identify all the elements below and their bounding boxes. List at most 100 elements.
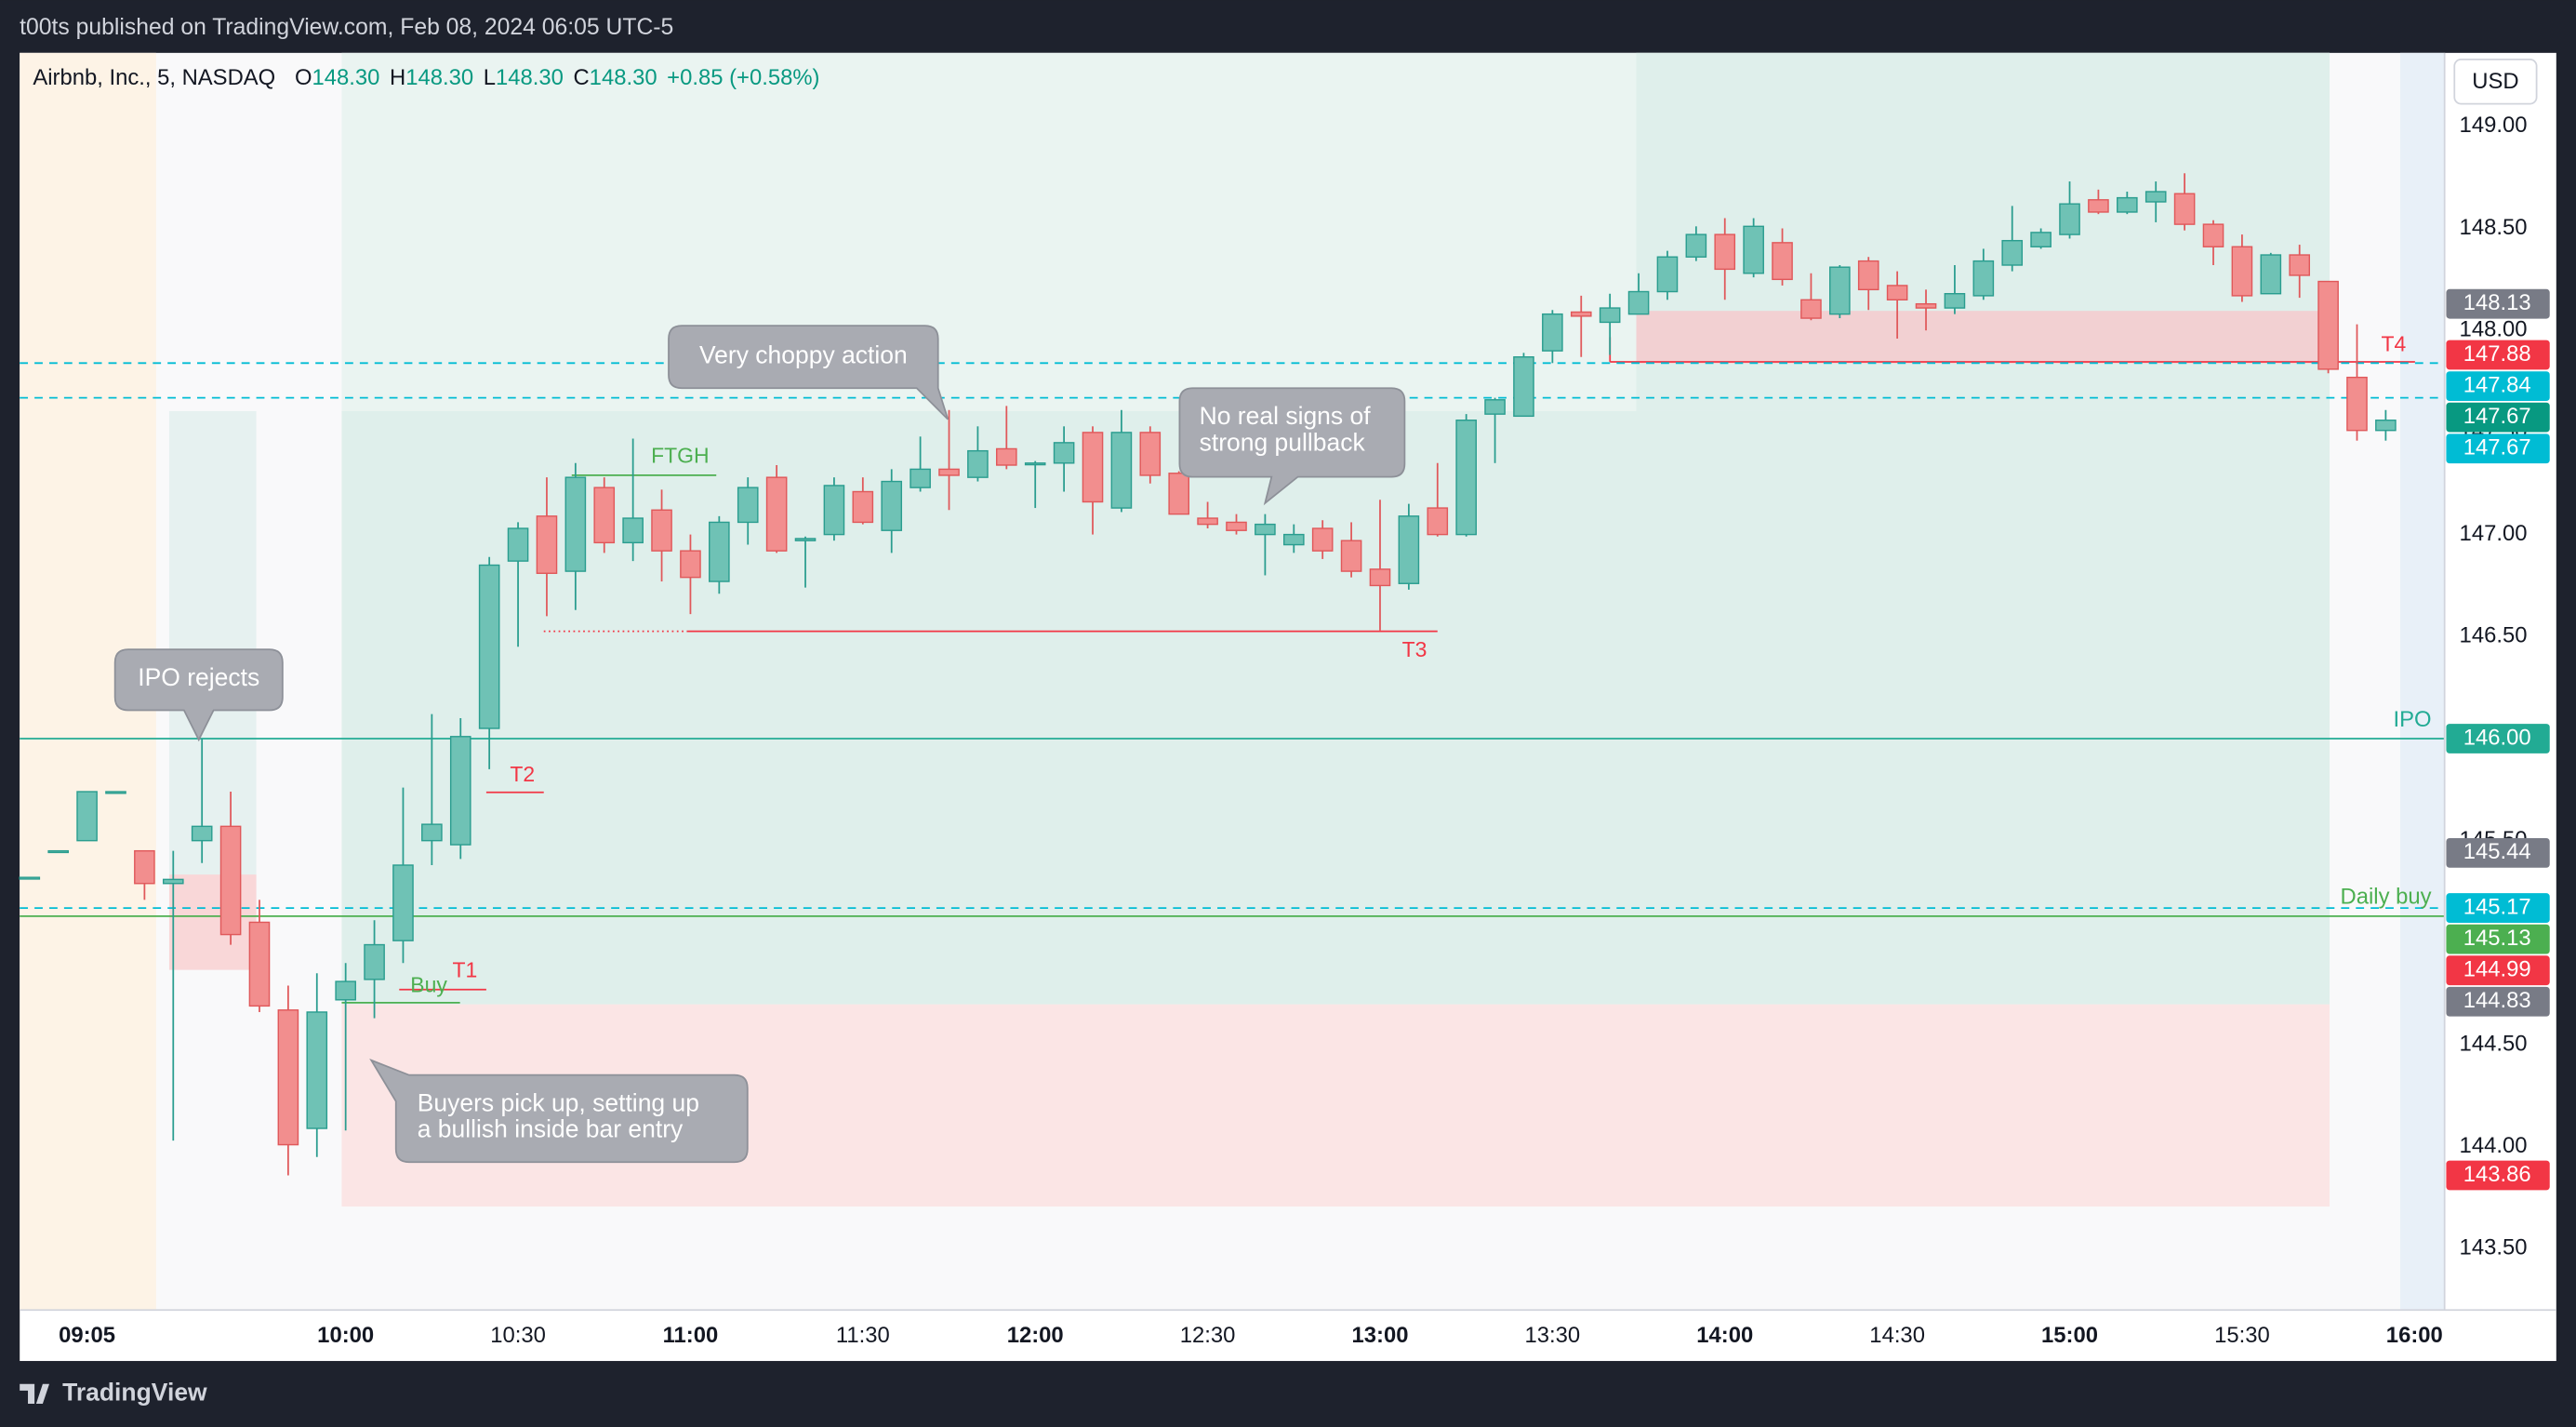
callout-text: Very choppy action [699,341,908,369]
candle-body [2317,280,2339,370]
candle-body [1800,299,1822,319]
x-tick-label: 09:05 [59,1323,115,1348]
price-badge [2446,955,2550,986]
price-badge [2446,986,2550,1017]
price-badge [2446,837,2550,868]
legend-value: 148.30 [496,65,564,90]
candle-body [967,449,989,478]
price-badge [2446,893,2550,923]
candle-body [392,864,414,941]
candle-body [680,550,701,579]
candle-body [622,517,644,544]
x-tick-label: 10:00 [317,1323,374,1348]
candle-body [478,564,500,729]
candle-body [1427,507,1449,536]
callout: Very choppy action [668,325,949,420]
candle-body [1082,432,1104,503]
candle-body [449,736,471,846]
candle-body [1685,233,1707,258]
price-badge [2446,288,2550,319]
t3-label: T3 [1402,637,1427,661]
price-badge-label: 143.86 [2463,1162,2531,1187]
candle-body [162,878,184,885]
candle-body [1972,260,1995,297]
y-tick-label: 148.00 [2460,316,2528,341]
candle-body [1714,233,1736,271]
candle-body [1197,517,1218,526]
candle-body [536,515,558,574]
range-stop-zone [168,874,257,970]
candle-body [794,538,817,541]
price-badge-label: 148.13 [2463,290,2531,315]
candle-body [1311,527,1334,552]
candle-body [1110,432,1133,509]
callout-text: No real signs of [1200,402,1372,430]
candle-body [996,447,1017,466]
candle-body [1282,533,1305,546]
price-axis [2444,52,2556,1311]
candle-body [2173,193,2196,225]
legend-key: L [484,65,496,90]
price-badge [2446,371,2550,401]
afterhours-zone [2399,52,2445,1311]
ftgh-label: FTGH [651,443,709,467]
x-tick-label: 15:30 [2214,1323,2270,1348]
candle-body [2260,254,2282,295]
price-badge-label: 147.84 [2463,372,2531,397]
legend-symbol: Airbnb, Inc., 5, NASDAQ [33,65,275,90]
candle-body [1886,285,1908,301]
target-zone-inner [341,410,2330,1005]
candle-body [1168,473,1190,515]
candle-body [76,791,98,842]
candle-body [421,823,443,842]
candle-body [709,521,730,582]
currency-button[interactable] [2453,59,2538,105]
candle-body [737,487,759,524]
buy-label: Buy [410,972,447,996]
legend-value: 148.30 [405,65,473,90]
candle-body [364,943,385,980]
legend-change: +0.85 (+0.58%) [667,65,819,90]
x-tick-label: 15:00 [2041,1323,2098,1348]
candle-body [938,468,960,476]
candle-body [651,509,672,552]
price-badge-label: 145.44 [2463,839,2531,864]
candle-body [1053,442,1075,464]
candle-body [1455,420,1477,536]
candle-body [1024,462,1046,466]
y-tick-label: 147.00 [2460,521,2528,546]
candle-body [1369,568,1391,587]
x-tick-label: 13:00 [1352,1323,1409,1348]
candle-body [1772,242,1793,281]
price-badge [2446,433,2550,464]
y-tick-label: 146.50 [2460,623,2528,648]
t2-label: T2 [510,762,535,786]
candle-body [910,468,931,488]
candle-body [335,980,356,1001]
candle-body [2346,376,2368,432]
candle-body [1599,307,1621,324]
candle-body [2231,246,2253,297]
legend-key: H [390,65,405,90]
candle-body [2202,223,2224,247]
level-name: Daily buy [2341,885,2432,910]
candle-body [248,921,271,1007]
price-badge-label: 146.00 [2463,725,2531,750]
level-name: IPO [2393,707,2431,732]
legend-key: C [573,65,589,90]
candle-body [306,1011,328,1129]
candle-body [134,849,155,885]
candle-body [1513,356,1534,418]
candle-body [507,527,529,562]
candle-body [1255,523,1276,536]
x-tick-label: 13:30 [1525,1323,1581,1348]
candle-body [105,791,126,794]
candle-body [564,476,587,572]
callout: Buyers pick up, setting up a bullish ins… [369,1058,749,1164]
x-tick-label: 12:00 [1007,1323,1064,1348]
legend-value: 148.30 [590,65,657,90]
footer-logo [20,1383,49,1404]
y-tick-label: 149.00 [2460,113,2528,138]
time-axis [20,1310,2556,1362]
candle-body [1340,540,1362,572]
